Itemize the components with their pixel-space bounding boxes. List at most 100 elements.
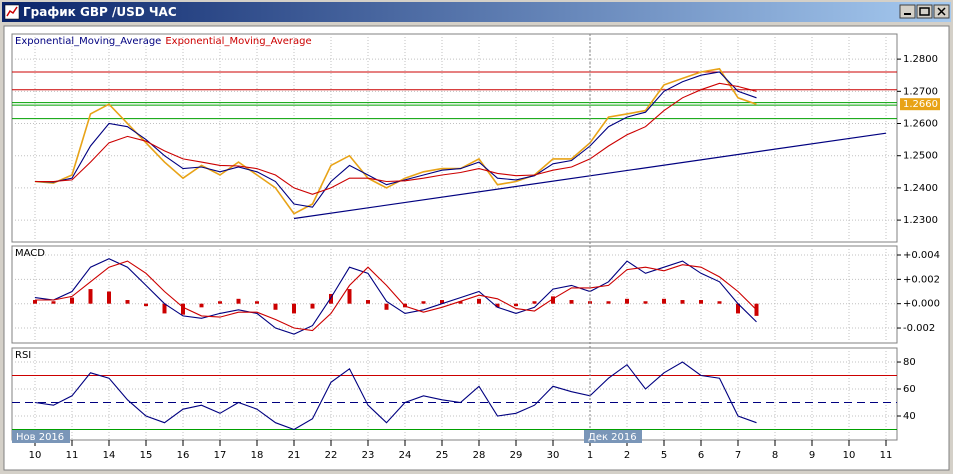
histogram-bar bbox=[236, 298, 241, 304]
x-tick-label: 17 bbox=[214, 450, 227, 461]
histogram-bar bbox=[569, 300, 574, 304]
y-tick-label: 60 bbox=[903, 384, 916, 395]
histogram-bar bbox=[70, 297, 74, 304]
x-tick-label: 30 bbox=[547, 450, 560, 461]
histogram-bar bbox=[532, 301, 537, 304]
period-box bbox=[12, 430, 70, 443]
panel-title: MACD bbox=[15, 248, 45, 259]
y-tick-label: +0.002 bbox=[903, 274, 940, 285]
x-tick-label: 8 bbox=[772, 450, 778, 461]
x-tick-label: 25 bbox=[436, 450, 449, 461]
y-tick-label: 1.2700 bbox=[903, 86, 938, 97]
y-tick-label: 1.2600 bbox=[903, 119, 938, 130]
x-tick-label: 18 bbox=[251, 450, 264, 461]
histogram-bar bbox=[144, 303, 148, 307]
histogram-bar bbox=[625, 298, 629, 304]
histogram-bar bbox=[662, 298, 666, 304]
histogram-bar bbox=[51, 301, 56, 304]
period-box bbox=[584, 430, 642, 443]
histogram-bar bbox=[495, 303, 500, 308]
x-tick-label: 16 bbox=[177, 450, 190, 461]
histogram-bar bbox=[310, 303, 315, 309]
panel-frame bbox=[11, 245, 898, 344]
histogram-bar bbox=[643, 301, 648, 304]
x-tick-label: 23 bbox=[362, 450, 375, 461]
histogram-bar bbox=[736, 303, 740, 314]
period-label: Нов 2016 bbox=[16, 432, 64, 443]
x-tick-label: 14 bbox=[103, 450, 116, 461]
x-tick-label: 22 bbox=[325, 450, 338, 461]
histogram-bar bbox=[606, 301, 611, 304]
y-tick-label: +0.000 bbox=[903, 299, 940, 310]
x-tick-label: 6 bbox=[698, 450, 704, 461]
maximize-button[interactable] bbox=[916, 4, 933, 19]
histogram-bar bbox=[440, 300, 444, 304]
histogram-bar bbox=[292, 303, 296, 314]
histogram-bar bbox=[162, 303, 167, 314]
histogram-bar bbox=[717, 301, 722, 304]
last-price-box bbox=[900, 98, 940, 111]
histogram-bar bbox=[273, 303, 278, 310]
x-tick-label: 10 bbox=[29, 450, 42, 461]
y-tick-label: +0.004 bbox=[903, 250, 940, 261]
y-tick-label: 40 bbox=[903, 411, 916, 422]
title-bar bbox=[2, 2, 951, 22]
x-tick-label: 7 bbox=[735, 450, 741, 461]
x-tick-label: 29 bbox=[510, 450, 523, 461]
panel-frame bbox=[11, 33, 898, 243]
legend-entry: Exponential_Moving_Average bbox=[15, 36, 161, 47]
histogram-bar bbox=[125, 300, 130, 304]
price-line bbox=[34, 67, 757, 215]
histogram-bar bbox=[107, 291, 111, 304]
indicator-line bbox=[34, 361, 757, 431]
x-tick-label: 9 bbox=[809, 450, 815, 461]
plots: 1.2300 1.2400 1.2500 1.2600 1.2700 1.2800 1.26… bbox=[11, 33, 940, 461]
histogram-bar bbox=[421, 301, 426, 304]
histogram-bar bbox=[218, 301, 222, 304]
x-tick-label: 11 bbox=[66, 450, 79, 461]
histogram-bar bbox=[366, 300, 370, 304]
indicator-line bbox=[35, 82, 757, 195]
x-tick-label: 15 bbox=[140, 450, 153, 461]
indicator-line bbox=[35, 260, 757, 332]
x-tick-label: 21 bbox=[288, 450, 301, 461]
indicator-line bbox=[34, 258, 757, 335]
y-tick-label: 1.2500 bbox=[903, 151, 938, 162]
period-label: Дек 2016 bbox=[588, 432, 637, 443]
y-tick-label: 1.2400 bbox=[903, 183, 938, 194]
window-title: График GBP /USD ЧАС bbox=[23, 5, 177, 19]
histogram-bar bbox=[181, 303, 185, 315]
x-tick-label: 11 bbox=[880, 450, 893, 461]
minimize-button[interactable] bbox=[899, 4, 916, 19]
y-tick-label: -0.002 bbox=[903, 323, 935, 334]
histogram-bar bbox=[699, 300, 703, 304]
panel-frame bbox=[11, 347, 898, 441]
indicator-line bbox=[34, 71, 757, 208]
histogram-bar bbox=[514, 303, 518, 307]
x-tick-label: 28 bbox=[473, 450, 486, 461]
x-tick-label: 10 bbox=[843, 450, 856, 461]
histogram-bar bbox=[255, 301, 259, 304]
x-tick-label: 24 bbox=[399, 450, 412, 461]
y-tick-label: 1.2300 bbox=[903, 215, 938, 226]
histogram-bar bbox=[384, 303, 389, 310]
x-tick-label: 5 bbox=[661, 450, 667, 461]
histogram-bar bbox=[329, 293, 333, 304]
panel-title: RSI bbox=[15, 350, 31, 361]
histogram-bar bbox=[477, 298, 481, 304]
close-button[interactable] bbox=[933, 4, 950, 19]
histogram-bar bbox=[551, 296, 555, 304]
last-price-label: 1.2660 bbox=[903, 99, 938, 110]
y-tick-label: 1.2800 bbox=[903, 54, 938, 65]
x-tick-label: 1 bbox=[587, 450, 593, 461]
x-tick-label: 2 bbox=[624, 450, 630, 461]
histogram-bar bbox=[199, 303, 204, 308]
histogram-bar bbox=[458, 301, 463, 304]
histogram-bar bbox=[680, 300, 685, 304]
window-icon-glyph bbox=[6, 6, 18, 17]
histogram-bar bbox=[347, 289, 352, 304]
histogram-bar bbox=[88, 289, 93, 304]
y-tick-label: 80 bbox=[903, 357, 916, 368]
